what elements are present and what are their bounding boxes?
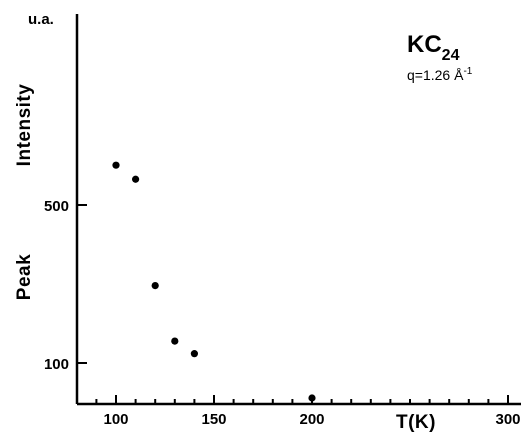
data-point xyxy=(132,175,140,183)
data-point xyxy=(112,161,120,169)
q-prefix: q=1.26 Å xyxy=(407,67,464,83)
compound-annotation: KC24 xyxy=(407,31,460,64)
tick-group: 100 150 200 300 500 100 xyxy=(44,198,521,428)
q-superscript: -1 xyxy=(463,66,472,77)
compound-subscript: 24 xyxy=(442,47,460,64)
data-point xyxy=(171,337,179,345)
data-point xyxy=(151,281,159,290)
x-tick-label: 150 xyxy=(201,411,226,428)
y-axis-title-part-2: Intensity xyxy=(14,84,35,167)
x-tick-label: 100 xyxy=(103,411,128,428)
x-tick-label: 200 xyxy=(299,411,324,428)
y-tick-label: 500 xyxy=(44,198,69,215)
point-group xyxy=(112,161,316,402)
data-point xyxy=(190,350,198,358)
q-annotation: q=1.26 Å-1 xyxy=(407,66,473,83)
data-point xyxy=(308,394,316,402)
y-axis-title: Peak Intensity xyxy=(14,84,35,301)
x-tick-label: 300 xyxy=(495,411,520,428)
y-unit-label: u.a. xyxy=(28,11,54,28)
x-axis-title: T(K) xyxy=(396,412,436,433)
compound-base: KC xyxy=(407,31,442,58)
y-axis-title-part-1: Peak xyxy=(14,254,35,300)
y-tick-label: 100 xyxy=(44,356,69,373)
